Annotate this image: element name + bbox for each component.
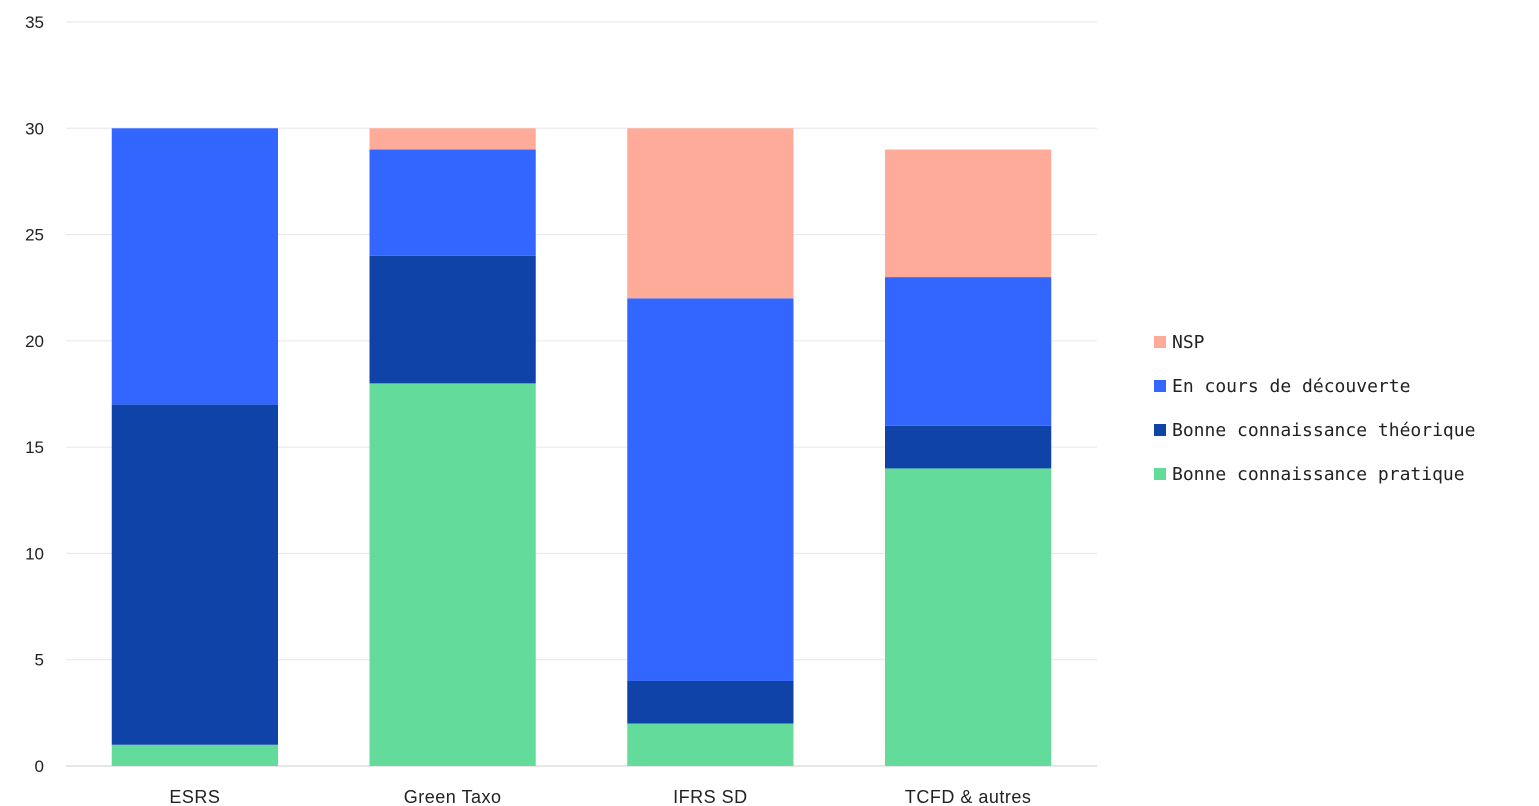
legend-swatch — [1154, 468, 1166, 480]
x-tick-label: Green Taxo — [404, 787, 502, 806]
y-tick-label: 20 — [25, 332, 44, 351]
legend-item: Bonne connaissance pratique — [1154, 463, 1539, 485]
y-tick-label: 15 — [25, 438, 44, 457]
bar-segment — [885, 277, 1052, 426]
bar-segment — [369, 383, 536, 766]
y-axis: 0 5 10 15 20 25 30 35 — [25, 13, 44, 776]
bar-segment — [369, 128, 536, 150]
y-tick-label: 35 — [25, 13, 44, 32]
legend-item: NSP — [1154, 331, 1539, 353]
legend-swatch — [1154, 424, 1166, 436]
y-tick-label: 5 — [35, 651, 44, 670]
bar-segment — [111, 128, 278, 405]
bar-segment — [111, 744, 278, 766]
legend-label: Bonne connaissance théorique — [1172, 419, 1476, 441]
bar-segment — [627, 723, 794, 766]
bar-segment — [885, 149, 1052, 278]
legend-label: NSP — [1172, 331, 1205, 353]
x-tick-label: ESRS — [169, 787, 220, 806]
legend-swatch — [1154, 336, 1166, 348]
bar-segment — [369, 255, 536, 384]
bar-segment — [885, 468, 1052, 766]
bar-segment — [885, 425, 1052, 469]
bar-segment — [627, 128, 794, 299]
bars — [111, 128, 1052, 766]
x-tick-label: TCFD & autres — [905, 787, 1032, 806]
x-axis: ESRS Green Taxo IFRS SD TCFD & autres — [169, 787, 1031, 806]
y-tick-label: 0 — [35, 757, 44, 776]
y-tick-label: 25 — [25, 226, 44, 245]
legend-label: En cours de découverte — [1172, 375, 1411, 397]
legend-swatch — [1154, 380, 1166, 392]
bar-segment — [627, 680, 794, 724]
y-tick-label: 10 — [25, 544, 44, 563]
legend: NSP En cours de découverte Bonne connaissa… — [1154, 331, 1539, 507]
legend-item: En cours de découverte — [1154, 375, 1539, 397]
bar-segment — [369, 149, 536, 256]
bar-segment — [627, 298, 794, 681]
bar-segment — [111, 404, 278, 745]
y-tick-label: 30 — [25, 119, 44, 138]
legend-label: Bonne connaissance pratique — [1172, 463, 1465, 485]
legend-item: Bonne connaissance théorique — [1154, 419, 1539, 441]
x-tick-label: IFRS SD — [673, 787, 748, 806]
